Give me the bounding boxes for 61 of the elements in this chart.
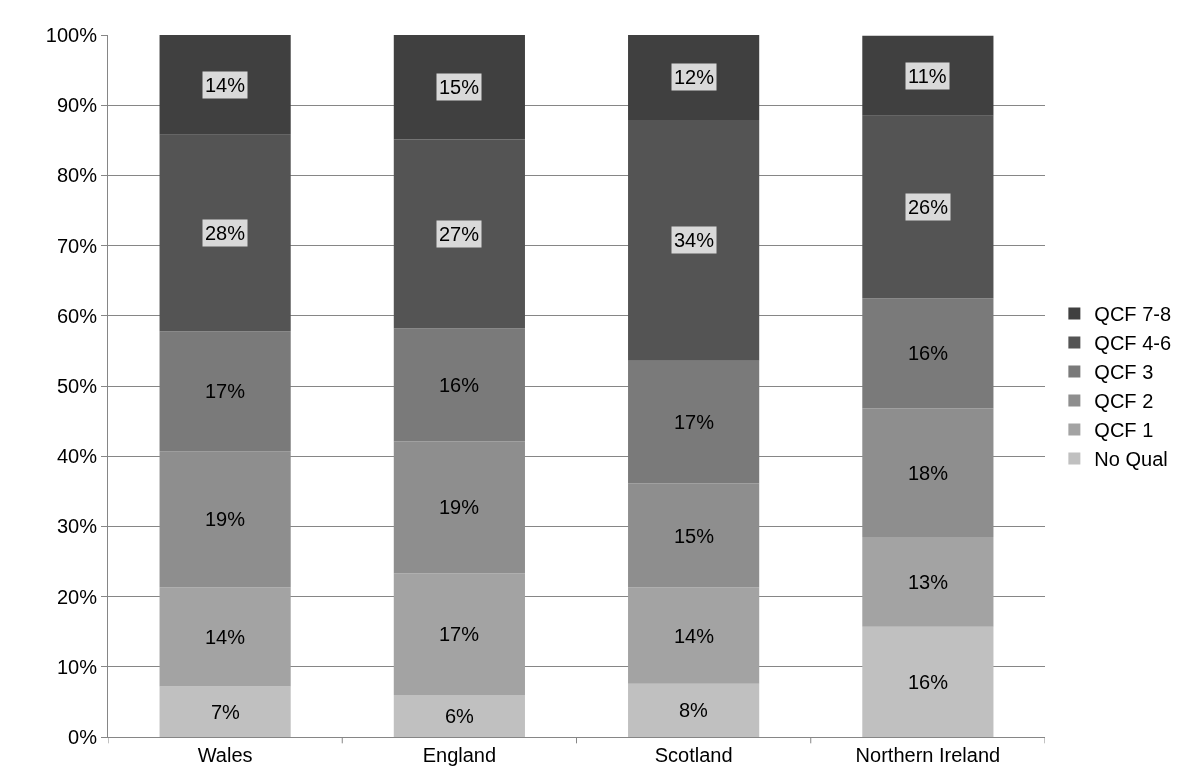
data-label: 17% bbox=[439, 623, 480, 645]
data-label: 18% bbox=[908, 462, 949, 484]
bar bbox=[159, 35, 291, 135]
data-label: 34% bbox=[674, 229, 715, 251]
x-tick-label: Scotland bbox=[654, 744, 733, 766]
y-tick-label: 0% bbox=[68, 726, 98, 748]
legend-label: QCF 1 bbox=[1094, 419, 1154, 442]
data-label: 26% bbox=[908, 196, 949, 218]
bar bbox=[159, 134, 291, 332]
bar bbox=[628, 119, 760, 361]
data-label: 14% bbox=[205, 74, 246, 96]
legend-label: No Qual bbox=[1094, 448, 1168, 471]
y-tick-label: 60% bbox=[56, 304, 98, 327]
data-label: 17% bbox=[674, 411, 715, 433]
data-label: 17% bbox=[205, 380, 246, 402]
data-label: 13% bbox=[908, 571, 949, 593]
legend-label: QCF 7-8 bbox=[1094, 303, 1172, 326]
x-tick-label: England bbox=[422, 744, 497, 766]
data-label: 11% bbox=[908, 65, 947, 87]
data-label: 15% bbox=[674, 525, 715, 547]
data-label: 8% bbox=[679, 699, 709, 721]
data-label: 28% bbox=[205, 222, 246, 244]
data-label: 12% bbox=[674, 66, 715, 88]
data-label: 27% bbox=[439, 223, 480, 245]
legend-label: QCF 2 bbox=[1094, 390, 1154, 413]
bar bbox=[862, 536, 994, 627]
data-label: 19% bbox=[439, 496, 480, 518]
legend-label: QCF 3 bbox=[1094, 361, 1154, 384]
bar bbox=[862, 626, 994, 737]
x-tick-label: Wales bbox=[197, 744, 253, 766]
data-label: 14% bbox=[674, 625, 715, 647]
y-tick-label: 30% bbox=[56, 515, 98, 538]
data-label: 14% bbox=[205, 626, 246, 648]
bar bbox=[628, 35, 760, 120]
bar bbox=[393, 573, 525, 695]
legend-label: QCF 4-6 bbox=[1094, 332, 1172, 355]
data-label: 15% bbox=[439, 76, 480, 98]
data-label: 16% bbox=[439, 374, 480, 396]
data-label: 7% bbox=[211, 701, 241, 723]
y-tick-label: 50% bbox=[56, 375, 98, 397]
data-label: 6% bbox=[445, 705, 475, 727]
bar bbox=[628, 587, 760, 684]
bar bbox=[393, 35, 525, 140]
bar bbox=[628, 683, 760, 737]
bar bbox=[393, 694, 525, 737]
bar bbox=[393, 139, 525, 329]
data-label: 16% bbox=[908, 671, 949, 693]
data-label: 19% bbox=[205, 508, 246, 530]
y-tick-label: 90% bbox=[56, 94, 98, 117]
y-tick-label: 20% bbox=[56, 585, 98, 608]
bar bbox=[159, 686, 291, 737]
x-tick-label: Northern Ireland bbox=[855, 744, 1001, 766]
y-tick-label: 40% bbox=[56, 445, 98, 468]
y-tick-label: 80% bbox=[56, 164, 98, 187]
data-label: 16% bbox=[908, 342, 949, 364]
y-tick-label: 70% bbox=[56, 234, 98, 257]
y-tick-label: 100% bbox=[45, 24, 98, 46]
bar bbox=[862, 35, 994, 116]
bar bbox=[159, 587, 291, 687]
bar bbox=[862, 115, 994, 299]
y-tick-label: 10% bbox=[56, 655, 98, 678]
